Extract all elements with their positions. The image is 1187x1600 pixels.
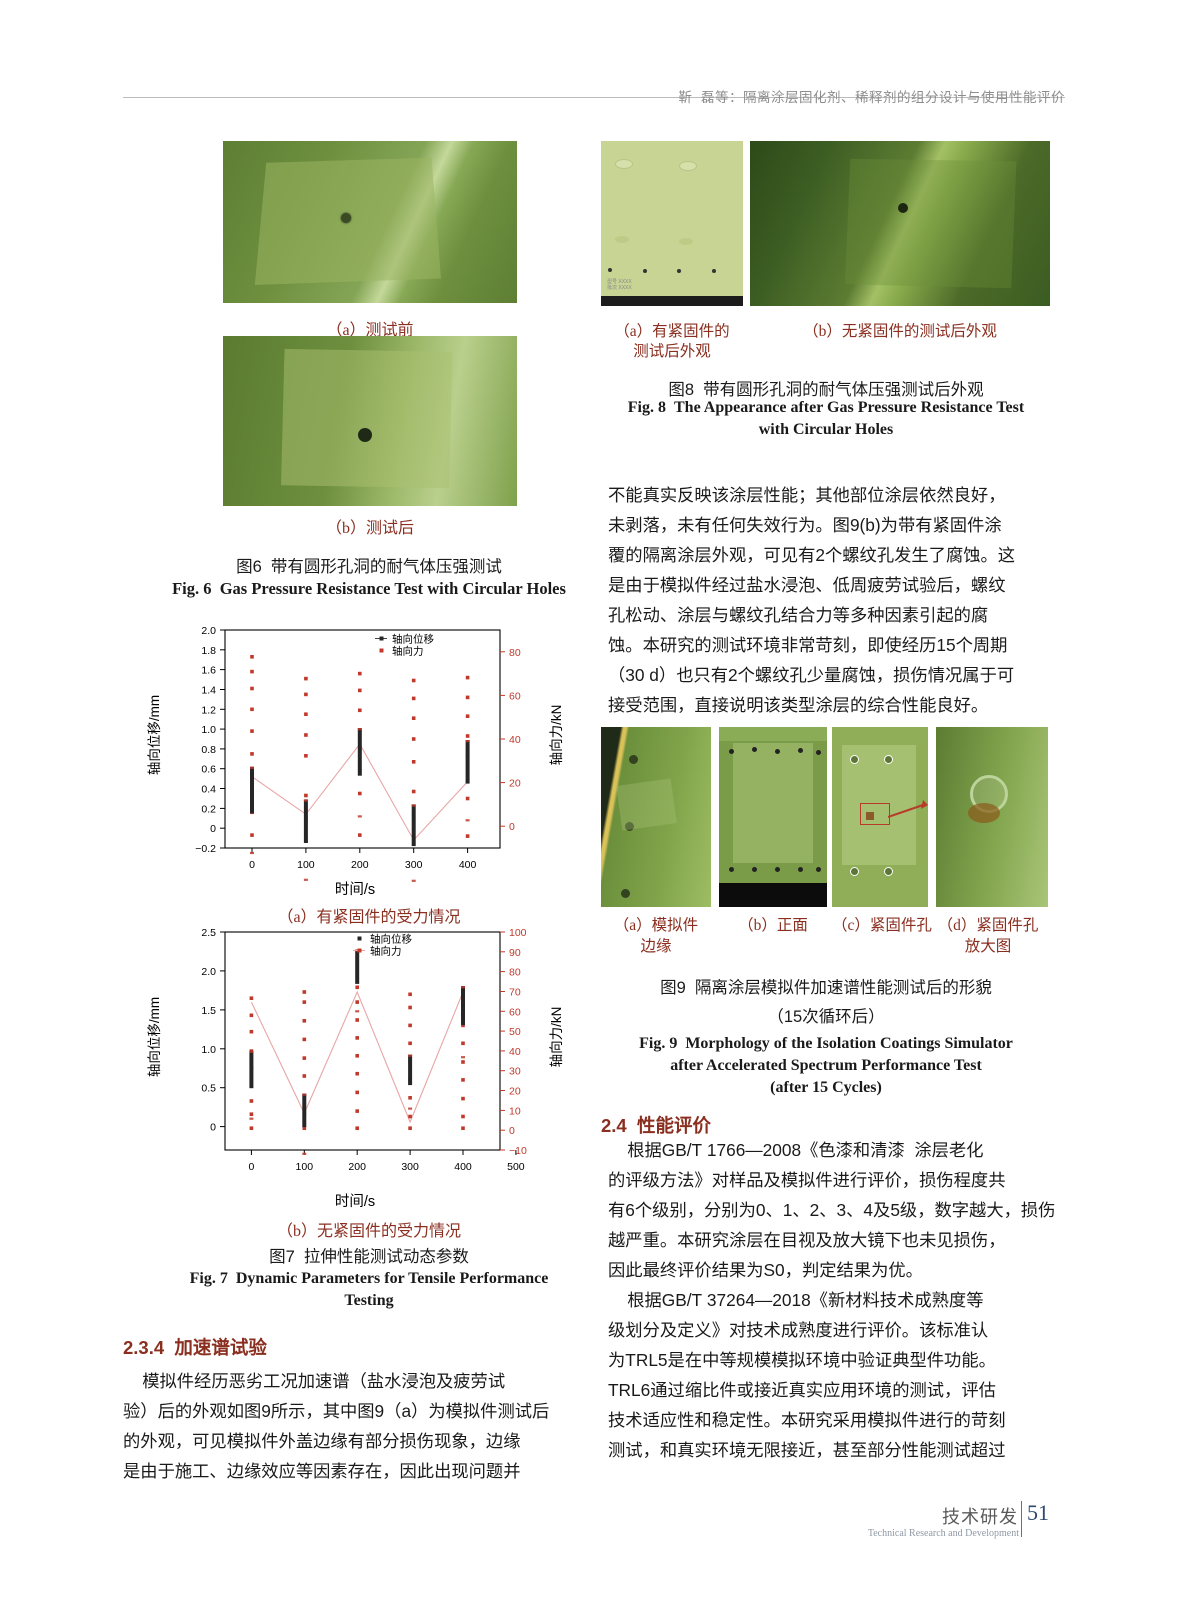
svg-text:40: 40: [509, 734, 521, 746]
svg-text:60: 60: [509, 1006, 521, 1018]
svg-text:1.2: 1.2: [201, 704, 216, 716]
svg-text:0.4: 0.4: [201, 784, 216, 796]
svg-text:400: 400: [454, 1161, 472, 1173]
svg-text:100: 100: [509, 927, 527, 939]
svg-text:200: 200: [348, 1161, 366, 1173]
svg-text:500: 500: [507, 1161, 525, 1173]
svg-text:70: 70: [509, 987, 521, 999]
svg-text:40: 40: [509, 1046, 521, 1058]
svg-text:0: 0: [509, 1125, 515, 1137]
svg-text:200: 200: [351, 859, 369, 871]
svg-text:300: 300: [405, 859, 423, 871]
svg-text:轴向位移: 轴向位移: [370, 933, 412, 946]
svg-text:轴向位移: 轴向位移: [392, 633, 434, 646]
svg-text:轴向力: 轴向力: [392, 645, 424, 658]
svg-text:1.0: 1.0: [201, 1044, 216, 1056]
svg-text:2.5: 2.5: [201, 927, 216, 939]
svg-text:100: 100: [297, 859, 315, 871]
svg-text:1.5: 1.5: [201, 1005, 216, 1017]
svg-text:50: 50: [509, 1026, 521, 1038]
svg-text:20: 20: [509, 778, 521, 790]
svg-text:1.0: 1.0: [201, 724, 216, 736]
svg-text:−0.2: −0.2: [195, 843, 216, 855]
svg-text:0.6: 0.6: [201, 764, 216, 776]
svg-text:2.0: 2.0: [201, 966, 216, 978]
svg-text:0: 0: [210, 1122, 216, 1134]
svg-text:1.8: 1.8: [201, 645, 216, 657]
svg-text:0.2: 0.2: [201, 803, 216, 815]
svg-text:100: 100: [296, 1161, 314, 1173]
svg-text:300: 300: [401, 1161, 419, 1173]
svg-text:0: 0: [210, 823, 216, 835]
svg-text:80: 80: [509, 967, 521, 979]
svg-text:1.6: 1.6: [201, 665, 216, 677]
svg-text:20: 20: [509, 1086, 521, 1098]
svg-text:−10: −10: [509, 1145, 527, 1157]
svg-text:60: 60: [509, 690, 521, 702]
svg-text:0.5: 0.5: [201, 1083, 216, 1095]
svg-text:400: 400: [459, 859, 477, 871]
svg-text:0.8: 0.8: [201, 744, 216, 756]
svg-text:80: 80: [509, 647, 521, 659]
svg-text:0: 0: [248, 1161, 254, 1173]
svg-text:30: 30: [509, 1066, 521, 1078]
svg-text:1.4: 1.4: [201, 685, 216, 697]
svg-text:90: 90: [509, 947, 521, 959]
svg-text:0: 0: [249, 859, 255, 871]
svg-text:10: 10: [509, 1105, 521, 1117]
svg-text:轴向力: 轴向力: [370, 945, 402, 958]
svg-text:2.0: 2.0: [201, 625, 216, 637]
svg-text:0: 0: [509, 821, 515, 833]
